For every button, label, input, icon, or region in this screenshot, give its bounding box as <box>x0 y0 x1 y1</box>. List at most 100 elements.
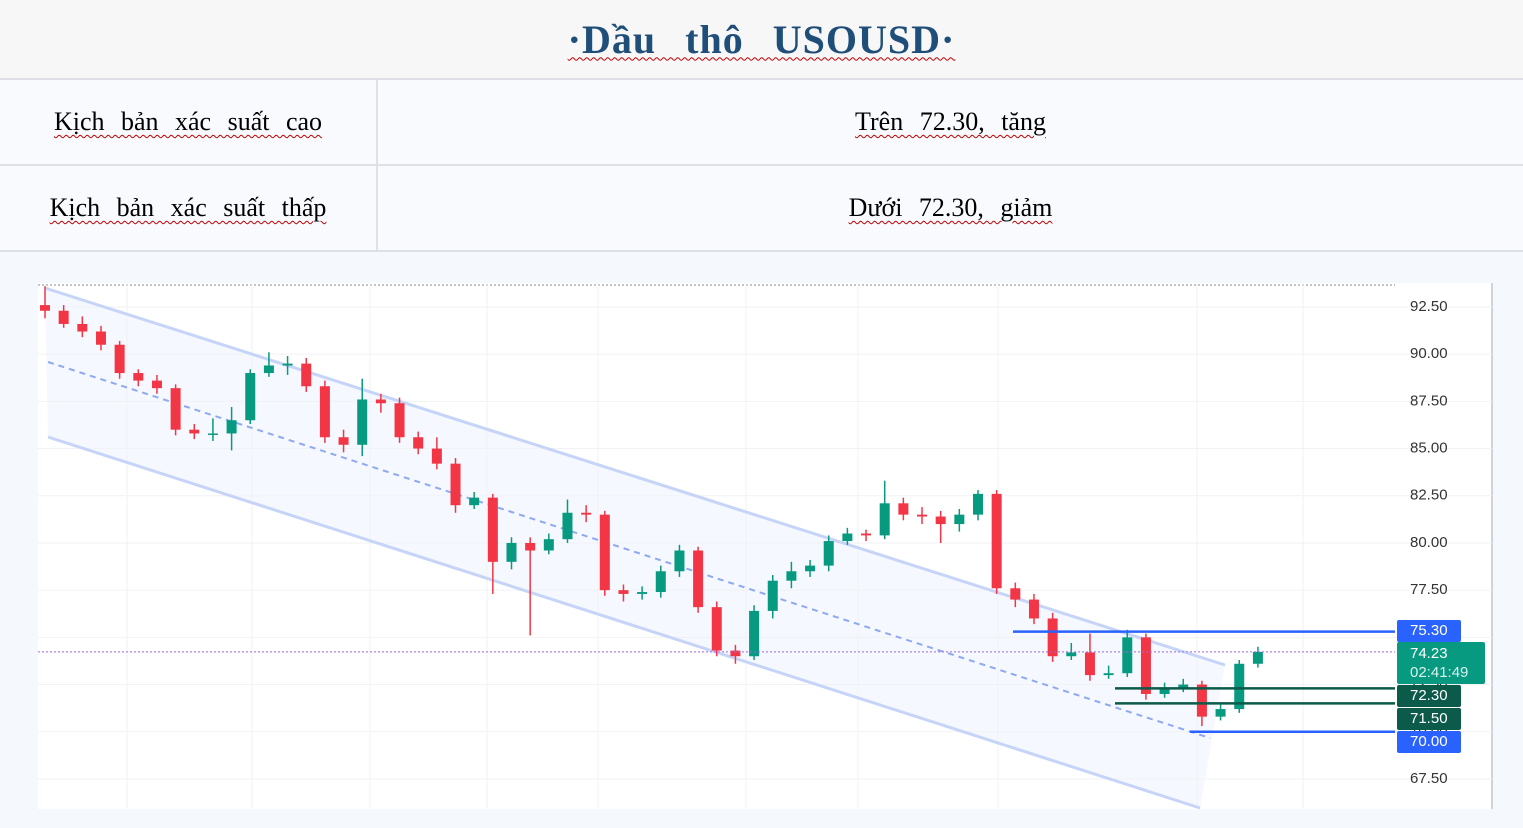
y-tick-label: 80.00 <box>1410 534 1448 551</box>
cell: Kịch bản xác suất cao <box>0 80 378 164</box>
channel-fill <box>45 288 1225 808</box>
y-tick-label: 67.50 <box>1410 770 1448 787</box>
candle-body <box>357 399 368 445</box>
candle-body <box>1122 637 1133 674</box>
y-tick-label: 82.50 <box>1410 487 1448 504</box>
candle-body <box>226 420 237 434</box>
candle-body <box>1010 588 1021 600</box>
candle-body <box>917 514 928 517</box>
candle-body <box>506 542 517 562</box>
candle-body <box>599 514 610 591</box>
y-tick-label: 92.50 <box>1410 298 1448 315</box>
candle-body <box>898 503 909 515</box>
candle-body <box>562 512 573 540</box>
y-tick-label: 85.00 <box>1410 440 1448 457</box>
candle-body <box>114 344 125 374</box>
y-tick-label: 90.00 <box>1410 345 1448 362</box>
current-price-box <box>1397 642 1485 684</box>
candle-body <box>1159 688 1170 694</box>
candle-body <box>58 310 69 324</box>
candle-body <box>282 363 293 366</box>
cell: Trên 72.30, tăng <box>378 80 1523 164</box>
candle-body <box>1140 637 1151 694</box>
candle-body <box>655 571 666 593</box>
candle-body <box>1028 599 1039 619</box>
candle-body <box>301 363 312 387</box>
candle-body <box>805 565 816 572</box>
candle-body <box>207 433 218 435</box>
level-label-box <box>1397 620 1461 642</box>
cell-text: Kịch bản xác suất thấp <box>49 193 327 222</box>
candle-body <box>1103 673 1114 676</box>
candle-body <box>245 373 256 421</box>
candle-body <box>991 493 1002 589</box>
header: ·Dầu thô USOUSD· <box>0 0 1523 80</box>
level-label-box <box>1397 731 1461 753</box>
candle-body <box>1066 652 1077 657</box>
candle-body <box>338 437 349 445</box>
candle-body <box>693 550 704 608</box>
candle-body <box>879 503 890 536</box>
cell: Kịch bản xác suất thấp <box>0 166 378 250</box>
candle-body <box>263 365 274 374</box>
candle-body <box>319 386 330 438</box>
channel-lower <box>47 435 1201 810</box>
table-row: Kịch bản xác suất cao Trên 72.30, tăng <box>0 80 1523 166</box>
candle-body <box>730 650 741 657</box>
candle-body <box>40 305 50 311</box>
candle-body <box>189 429 200 434</box>
candle-body <box>786 571 797 581</box>
cell-text: Kịch bản xác suất cao <box>53 107 323 136</box>
candle-body <box>749 610 760 657</box>
candle-body <box>413 437 424 449</box>
candle-body <box>394 403 405 438</box>
candle-body <box>1084 652 1095 676</box>
chart: 92.5090.0087.5085.0082.5080.0077.5075.00… <box>38 283 1493 810</box>
candle-body <box>935 516 946 525</box>
candle-body <box>954 514 965 525</box>
level-label: 70.00 <box>1410 733 1448 750</box>
candle-body <box>674 550 685 572</box>
candle-body <box>861 533 872 536</box>
candle-body <box>1196 684 1207 717</box>
y-tick-label: 77.50 <box>1410 581 1448 598</box>
level-label: 71.50 <box>1410 710 1448 727</box>
cell: Dưới 72.30, giảm <box>378 166 1523 250</box>
candle-body <box>543 539 554 551</box>
candle-body <box>1252 651 1263 664</box>
channel-middle <box>47 361 1211 739</box>
candle-body <box>1178 684 1189 689</box>
candle-body <box>170 388 181 430</box>
candle-body <box>767 580 778 611</box>
candle-body <box>618 590 629 594</box>
chart-body: 92.5090.0087.5085.0082.5080.0077.5075.00… <box>38 283 1493 810</box>
candle-body <box>375 399 386 404</box>
candle-body <box>151 380 162 389</box>
table-row: Kịch bản xác suất thấp Dưới 72.30, giảm <box>0 166 1523 252</box>
countdown-label: 02:41:49 <box>1410 664 1468 681</box>
candle-body <box>95 331 106 345</box>
candle-body <box>842 533 853 542</box>
candle-body <box>133 373 144 381</box>
candle-body <box>637 592 648 594</box>
channel-upper <box>44 286 1226 667</box>
candle-body <box>823 541 834 566</box>
candle-body <box>525 542 536 551</box>
candle-body <box>1047 618 1058 657</box>
candle-body <box>469 497 480 506</box>
current-price-label: 74.23 <box>1410 645 1448 662</box>
title: ·Dầu thô USOUSD· <box>567 16 956 62</box>
candle-body <box>431 448 442 464</box>
candle-body <box>487 497 498 562</box>
y-tick-label: 87.50 <box>1410 392 1448 409</box>
candle-body <box>581 512 592 515</box>
cell-text: Trên 72.30, tăng <box>855 107 1046 136</box>
candle-body <box>973 493 983 515</box>
candle-body <box>711 607 722 651</box>
level-label: 72.30 <box>1410 687 1448 704</box>
level-label-box <box>1397 685 1461 707</box>
candle-body <box>450 463 461 506</box>
candle-body <box>1234 663 1245 710</box>
cell-text: Dưới 72.30, giảm <box>848 193 1053 222</box>
